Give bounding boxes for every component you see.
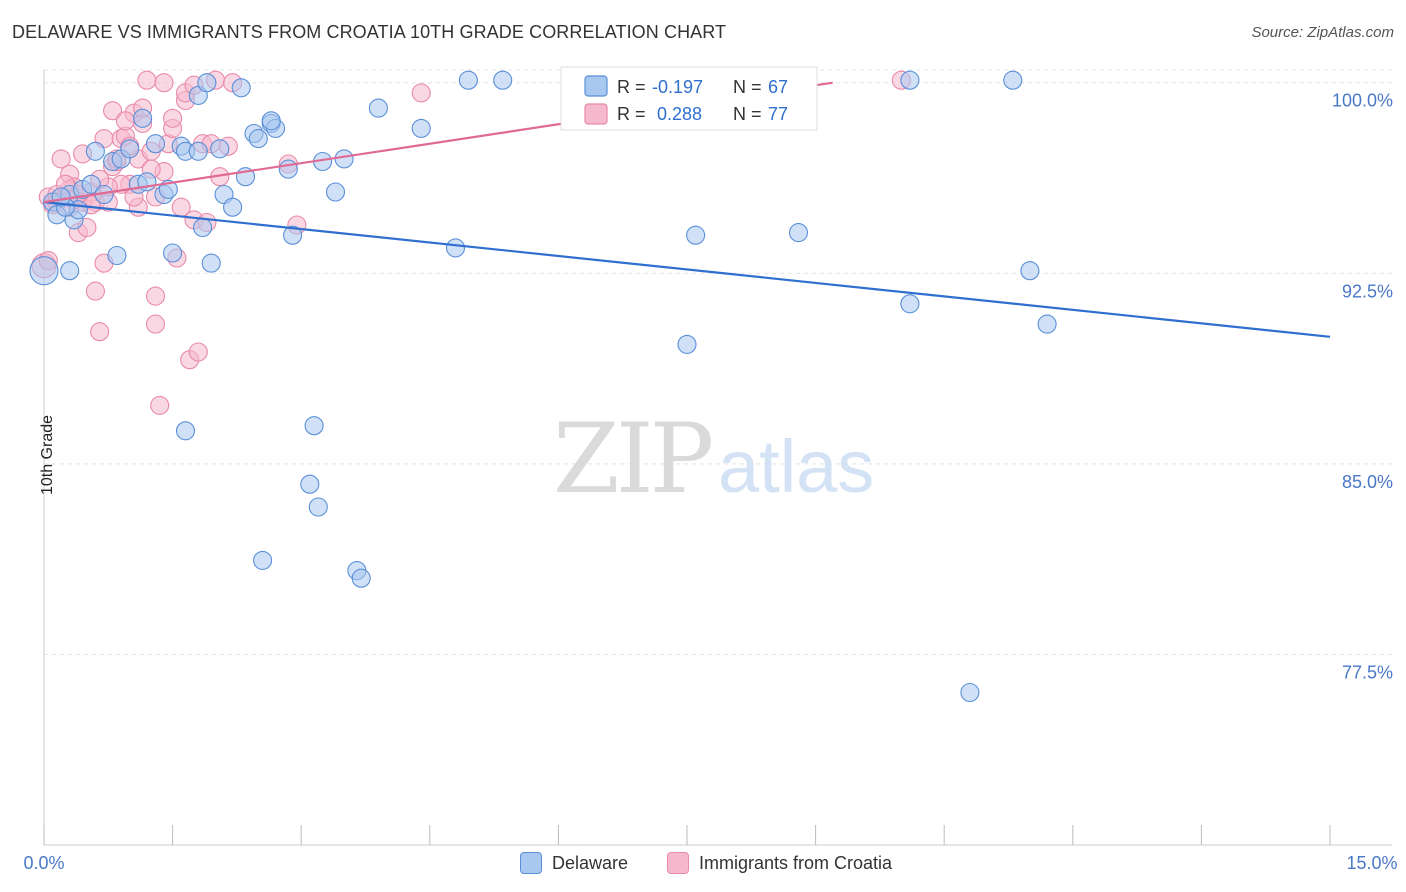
pink-data-point [150, 395, 170, 415]
blue-data-point [411, 118, 431, 138]
blue-data-point [788, 223, 809, 243]
legend-swatch-pink [667, 852, 689, 874]
gridlines [44, 69, 1392, 655]
blue-data-point [253, 550, 273, 570]
blue-data-point [900, 294, 920, 314]
blue-data-point [493, 70, 513, 90]
x-tick-label: 0.0% [23, 853, 64, 873]
blue-data-point [1003, 70, 1023, 90]
blue-data-point [283, 225, 303, 245]
blue-data-point [188, 141, 208, 161]
blue-data-point [686, 225, 706, 245]
pink-data-point [145, 286, 166, 306]
legend-bottom: Delaware Immigrants from Croatia [0, 848, 1406, 878]
tick-labels: 77.5% 85.0% 92.5% 100.0% 0.0% 15.0% [23, 91, 1397, 873]
blue-data-point [201, 253, 221, 273]
blue-trend-line [43, 201, 1331, 338]
blue-data-point [81, 174, 101, 194]
chart-title: DELAWARE VS IMMIGRANTS FROM CROATIA 10TH… [12, 22, 727, 42]
y-tick-label: 77.5% [1342, 662, 1393, 682]
watermark-atlas: atlas [718, 425, 874, 508]
legend-r-value: 0.288 [657, 104, 702, 124]
blue-data-point [223, 197, 243, 217]
blue-data-point [368, 98, 388, 118]
blue-data-point [261, 111, 281, 131]
legend-r-label: R = [617, 77, 646, 97]
legend-item-delaware[interactable]: Delaware [520, 852, 628, 874]
pink-data-point [115, 111, 135, 131]
legend-pink-swatch [584, 103, 608, 125]
legend-label-delaware: Delaware [552, 852, 629, 873]
blue-data-point [1037, 314, 1057, 334]
y-tick-label: 92.5% [1342, 281, 1393, 301]
blue-data-point [145, 134, 166, 154]
pink-data-point [163, 108, 183, 128]
legend-n-label: N = [733, 77, 762, 97]
blue-data-point [308, 497, 328, 517]
y-axis-title: 10th Grade [39, 414, 57, 496]
legend-top: R = -0.197 N = 67 R = 0.288 N = 77 [560, 66, 818, 131]
legend-r-label: R = [617, 104, 646, 124]
blue-data-point [445, 238, 466, 258]
blue-data-point [193, 217, 213, 238]
blue-data-point [960, 682, 980, 703]
y-tick-label: 100.0% [1332, 91, 1393, 111]
blue-data-point [60, 261, 80, 281]
blue-data-point [278, 159, 298, 179]
blue-data-point [51, 187, 71, 207]
blue-data-point [231, 78, 251, 98]
legend-n-label: N = [733, 104, 762, 124]
blue-data-point [458, 70, 478, 90]
pink-data-point [411, 83, 431, 103]
blue-data-point [248, 129, 268, 149]
source-label: Source: ZipAtlas.com [1251, 24, 1394, 41]
blue-data-point [210, 139, 230, 159]
blue-data-point [163, 243, 183, 263]
pink-data-point [90, 322, 110, 342]
pink-data-point [188, 342, 208, 362]
y-tick-label: 85.0% [1342, 472, 1393, 492]
legend-r-value: -0.197 [652, 77, 703, 97]
blue-data-point [197, 73, 217, 93]
blue-data-point [351, 568, 371, 588]
blue-data-point [107, 245, 127, 266]
pink-data-point [154, 73, 174, 93]
blue-data-point [900, 70, 920, 90]
watermark-zip: ZIP [553, 403, 712, 515]
blue-data-point [300, 474, 320, 494]
blue-data-point [29, 256, 59, 286]
legend-n-value: 67 [768, 77, 788, 97]
blue-data-point [325, 182, 346, 202]
pink-data-point [145, 314, 166, 334]
blue-data-point [1020, 261, 1040, 281]
legend-item-croatia[interactable]: Immigrants from Croatia [667, 852, 892, 874]
blue-data-point [304, 416, 324, 436]
blue-data-point [133, 108, 153, 128]
x-tick-label: 15.0% [1346, 853, 1397, 873]
watermark: ZIP atlas [553, 403, 874, 515]
blue-data-point [334, 149, 354, 169]
pink-data-point [51, 149, 71, 169]
blue-data-point [677, 334, 697, 354]
blue-data-point [85, 141, 105, 161]
blue-data-point [120, 139, 140, 159]
blue-data-point [175, 421, 196, 441]
legend-label-croatia: Immigrants from Croatia [699, 852, 893, 873]
blue-series-points [29, 70, 1057, 703]
pink-data-point [137, 70, 157, 90]
legend-swatch-blue [520, 852, 542, 874]
pink-data-point [85, 281, 105, 301]
legend-blue-swatch [584, 75, 608, 97]
pink-data-point [103, 101, 123, 121]
legend-n-value: 77 [768, 104, 788, 124]
